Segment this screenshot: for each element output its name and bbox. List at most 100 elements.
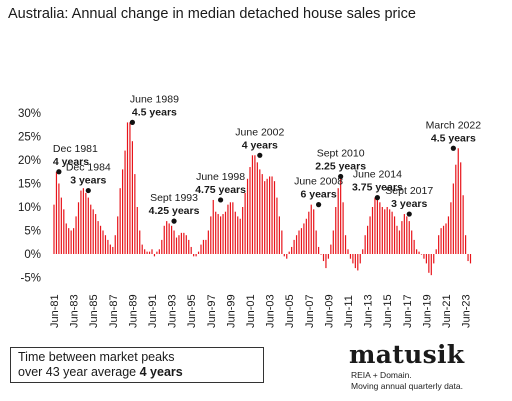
bar — [455, 164, 457, 254]
y-tick-label: 25% — [18, 132, 41, 144]
bar — [200, 244, 202, 254]
x-tick-label: Jun-11 — [343, 295, 355, 328]
x-tick-label: Jun-09 — [323, 294, 335, 328]
bar — [342, 202, 344, 254]
peak-marker — [316, 202, 322, 208]
bar — [242, 207, 244, 254]
peak-label: March 2022 — [426, 119, 482, 131]
bar — [161, 239, 163, 254]
bar — [126, 122, 129, 255]
peak-duration: 4.5 years — [132, 106, 177, 118]
bar — [271, 176, 273, 254]
peak-marker — [85, 187, 91, 194]
bar — [180, 232, 182, 254]
bar — [129, 122, 131, 255]
bar — [291, 246, 293, 254]
bar — [205, 239, 207, 254]
bar — [58, 183, 60, 254]
bar — [457, 148, 459, 254]
bar — [102, 230, 104, 254]
bar — [452, 183, 454, 254]
y-tick-label: 15% — [18, 179, 41, 191]
bar — [379, 202, 381, 254]
bar — [269, 176, 271, 254]
bar — [398, 230, 401, 254]
bar — [425, 254, 427, 264]
peak-marker — [374, 195, 380, 201]
bar — [278, 216, 280, 254]
bar — [136, 207, 138, 254]
bar — [300, 228, 303, 254]
bar — [389, 209, 391, 254]
bar — [75, 216, 77, 254]
bar — [188, 239, 190, 254]
bar — [195, 254, 197, 257]
bar — [65, 223, 67, 254]
y-tick-label: 0% — [24, 249, 41, 261]
bar — [114, 235, 116, 254]
bar — [244, 192, 246, 254]
bar — [347, 249, 349, 254]
y-tick-label: 20% — [18, 155, 41, 167]
bar — [386, 207, 388, 254]
bar — [156, 251, 158, 254]
bar — [87, 197, 89, 254]
bar — [384, 209, 386, 254]
bar — [288, 251, 290, 254]
summary-average-value: 4 years — [139, 365, 183, 379]
x-tick-label: Jun-87 — [108, 294, 120, 328]
x-tick-label: Jun-89 — [127, 294, 139, 328]
bar — [234, 211, 236, 254]
bar — [315, 230, 317, 254]
bar — [364, 235, 366, 254]
bar — [112, 246, 114, 254]
bar — [367, 225, 369, 254]
bar — [308, 211, 310, 254]
bar — [68, 228, 70, 254]
peak-label: June 2014 — [353, 169, 402, 181]
bar — [256, 162, 258, 254]
bar — [207, 230, 209, 254]
bar — [141, 244, 143, 254]
bar — [322, 254, 325, 262]
bar — [254, 155, 256, 254]
bar — [381, 207, 383, 254]
x-tick-label: Jun-19 — [421, 294, 433, 328]
peak-duration: 3 years — [391, 198, 427, 210]
bar — [435, 249, 437, 254]
bar — [237, 216, 239, 254]
bar — [467, 254, 469, 262]
bar — [371, 207, 374, 254]
bar — [166, 221, 168, 254]
bar — [357, 254, 359, 271]
bar — [303, 223, 305, 254]
peak-duration: 4.75 years — [195, 184, 246, 196]
bar — [438, 235, 440, 254]
bar — [352, 254, 354, 264]
bar — [445, 223, 447, 254]
x-tick-label: Jun-99 — [225, 294, 237, 328]
bar — [70, 230, 72, 254]
y-axis: 30% 25% 20% 15% 10% 5% 0% -5% — [18, 108, 41, 285]
bar — [460, 162, 462, 254]
bar — [99, 225, 102, 254]
bar — [197, 251, 200, 254]
peak-marker — [218, 197, 224, 203]
peak-marker — [257, 152, 263, 158]
bar — [376, 197, 378, 254]
bar — [227, 204, 229, 254]
bar — [60, 197, 62, 254]
bar — [146, 251, 148, 254]
bar-series — [53, 122, 472, 276]
bar — [416, 249, 418, 254]
bar — [401, 221, 403, 254]
bar — [163, 225, 165, 254]
bar — [273, 181, 276, 254]
bar — [450, 202, 452, 254]
bar — [190, 246, 192, 254]
peak-label: Sept 2010 — [317, 147, 365, 159]
bar — [251, 155, 254, 254]
bar — [210, 216, 212, 254]
bar — [119, 188, 121, 254]
